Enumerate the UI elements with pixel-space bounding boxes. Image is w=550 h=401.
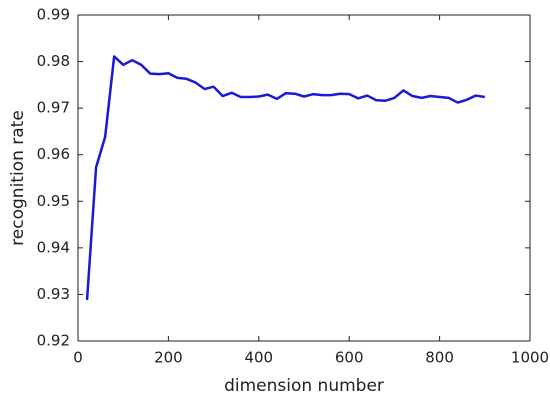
plot-frame bbox=[77, 14, 531, 342]
y-tick-label: 0.92 bbox=[37, 332, 70, 350]
x-tick-label: 0 bbox=[73, 349, 83, 367]
y-axis-label: recognition rate bbox=[8, 110, 28, 246]
y-tick-label: 0.98 bbox=[37, 52, 70, 70]
data-line bbox=[85, 55, 485, 301]
x-tick-label: 1000 bbox=[511, 349, 549, 367]
y-tick-label: 0.93 bbox=[37, 285, 70, 303]
y-tick-label: 0.96 bbox=[37, 145, 70, 163]
y-tick-label: 0.94 bbox=[37, 238, 70, 256]
x-axis-label: dimension number bbox=[224, 376, 384, 396]
y-tick-label: 0.97 bbox=[37, 99, 70, 117]
x-tick-label: 400 bbox=[244, 349, 273, 367]
x-tick-label: 200 bbox=[154, 349, 183, 367]
x-tick-label: 800 bbox=[425, 349, 454, 367]
x-tick-label: 600 bbox=[335, 349, 364, 367]
y-tick-label: 0.95 bbox=[37, 192, 70, 210]
y-tick-label: 0.99 bbox=[37, 6, 70, 24]
